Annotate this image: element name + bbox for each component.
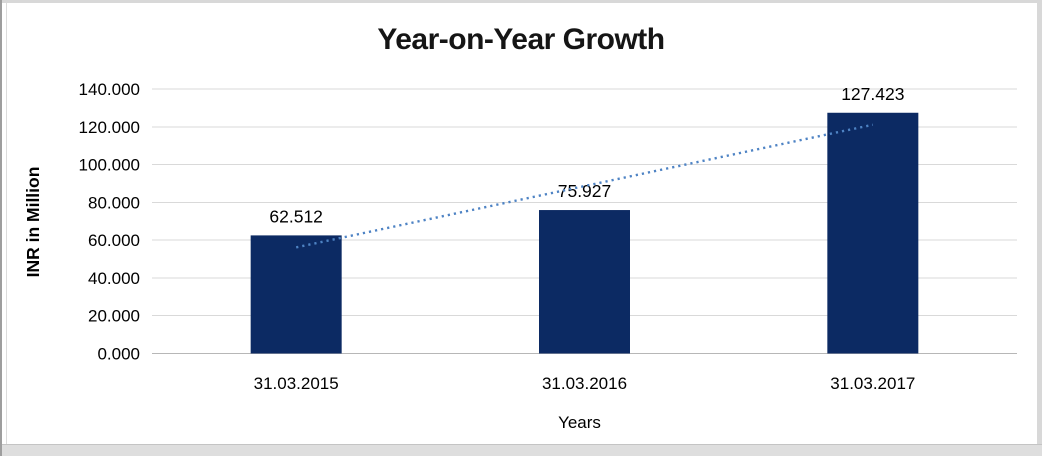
- bar-data-label: 127.423: [841, 84, 904, 104]
- y-tick-label: 120.000: [79, 118, 140, 137]
- y-tick-label: 80.000: [88, 193, 140, 212]
- trendline: [295, 123, 874, 249]
- bar: [827, 112, 919, 354]
- bar-data-label: 75.927: [558, 181, 612, 201]
- chart-title: Year-on-Year Growth: [377, 23, 665, 56]
- x-tick-label: 31.03.2017: [830, 374, 915, 393]
- y-axis-title: INR in Million: [23, 167, 43, 278]
- frame-border-left-outer: [0, 0, 2, 456]
- y-tick-label: 40.000: [88, 269, 140, 288]
- y-tick-label: 60.000: [88, 231, 140, 250]
- y-tick-label: 100.000: [79, 156, 140, 175]
- frame-border-top: [0, 0, 1042, 3]
- x-tick-label: 31.03.2015: [254, 374, 339, 393]
- y-tick-label: 140.000: [79, 80, 140, 99]
- bar-data-label: 62.512: [269, 206, 323, 226]
- bar: [250, 235, 342, 354]
- y-tick-label: 0.000: [97, 345, 140, 364]
- x-axis-title: Years: [558, 413, 601, 432]
- x-tick-label: 31.03.2016: [542, 374, 627, 393]
- frame-border-left-inner: [6, 3, 7, 444]
- frame-border-right: [1037, 0, 1042, 456]
- bar: [539, 210, 630, 354]
- y-tick-label: 20.000: [88, 307, 140, 326]
- frame-border-bottom: [0, 444, 1042, 456]
